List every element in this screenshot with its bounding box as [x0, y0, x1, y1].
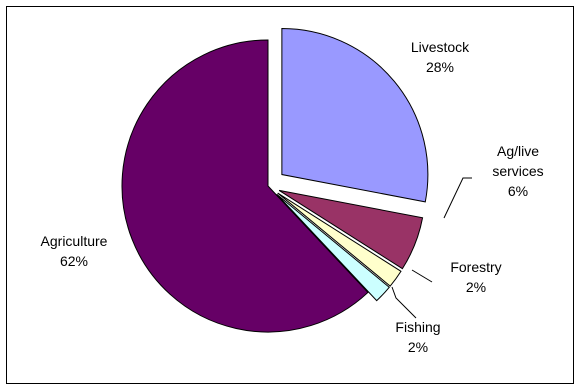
data-label-line: 28% [426, 59, 454, 75]
data-label-line: services [492, 163, 543, 179]
data-label-agriculture: Agriculture 62% [41, 233, 108, 269]
data-label-fishing: Fishing 2% [395, 319, 440, 355]
data-label-line: 6% [508, 183, 528, 199]
slice-ag-live-services [278, 189, 424, 270]
data-label-livestock: Livestock 28% [411, 39, 470, 75]
slice-agriculture [121, 39, 369, 333]
data-label-ag-live-services: Ag/live services 6% [492, 143, 543, 199]
data-label-line: Forestry [450, 259, 501, 275]
leader-line-forestry [411, 269, 433, 283]
data-label-forestry: Forestry 2% [450, 259, 501, 295]
slice-livestock [281, 28, 429, 203]
data-label-line: Ag/live [497, 143, 539, 159]
slice-fishing [276, 193, 390, 302]
data-label-line: 2% [408, 339, 428, 355]
data-label-line: Agriculture [41, 233, 108, 249]
leader-line-fishing [391, 286, 417, 319]
data-labels: Livestock 28%Ag/live services 6%Forestry 2%F… [41, 39, 544, 355]
pie-slices [121, 28, 429, 333]
leader-lines [391, 177, 472, 319]
data-label-line: 62% [60, 253, 88, 269]
data-label-line: 2% [466, 279, 486, 295]
leader-line-ag-live-services [443, 177, 472, 219]
data-label-line: Fishing [395, 319, 440, 335]
data-label-line: Livestock [411, 39, 470, 55]
slice-forestry [277, 192, 402, 287]
